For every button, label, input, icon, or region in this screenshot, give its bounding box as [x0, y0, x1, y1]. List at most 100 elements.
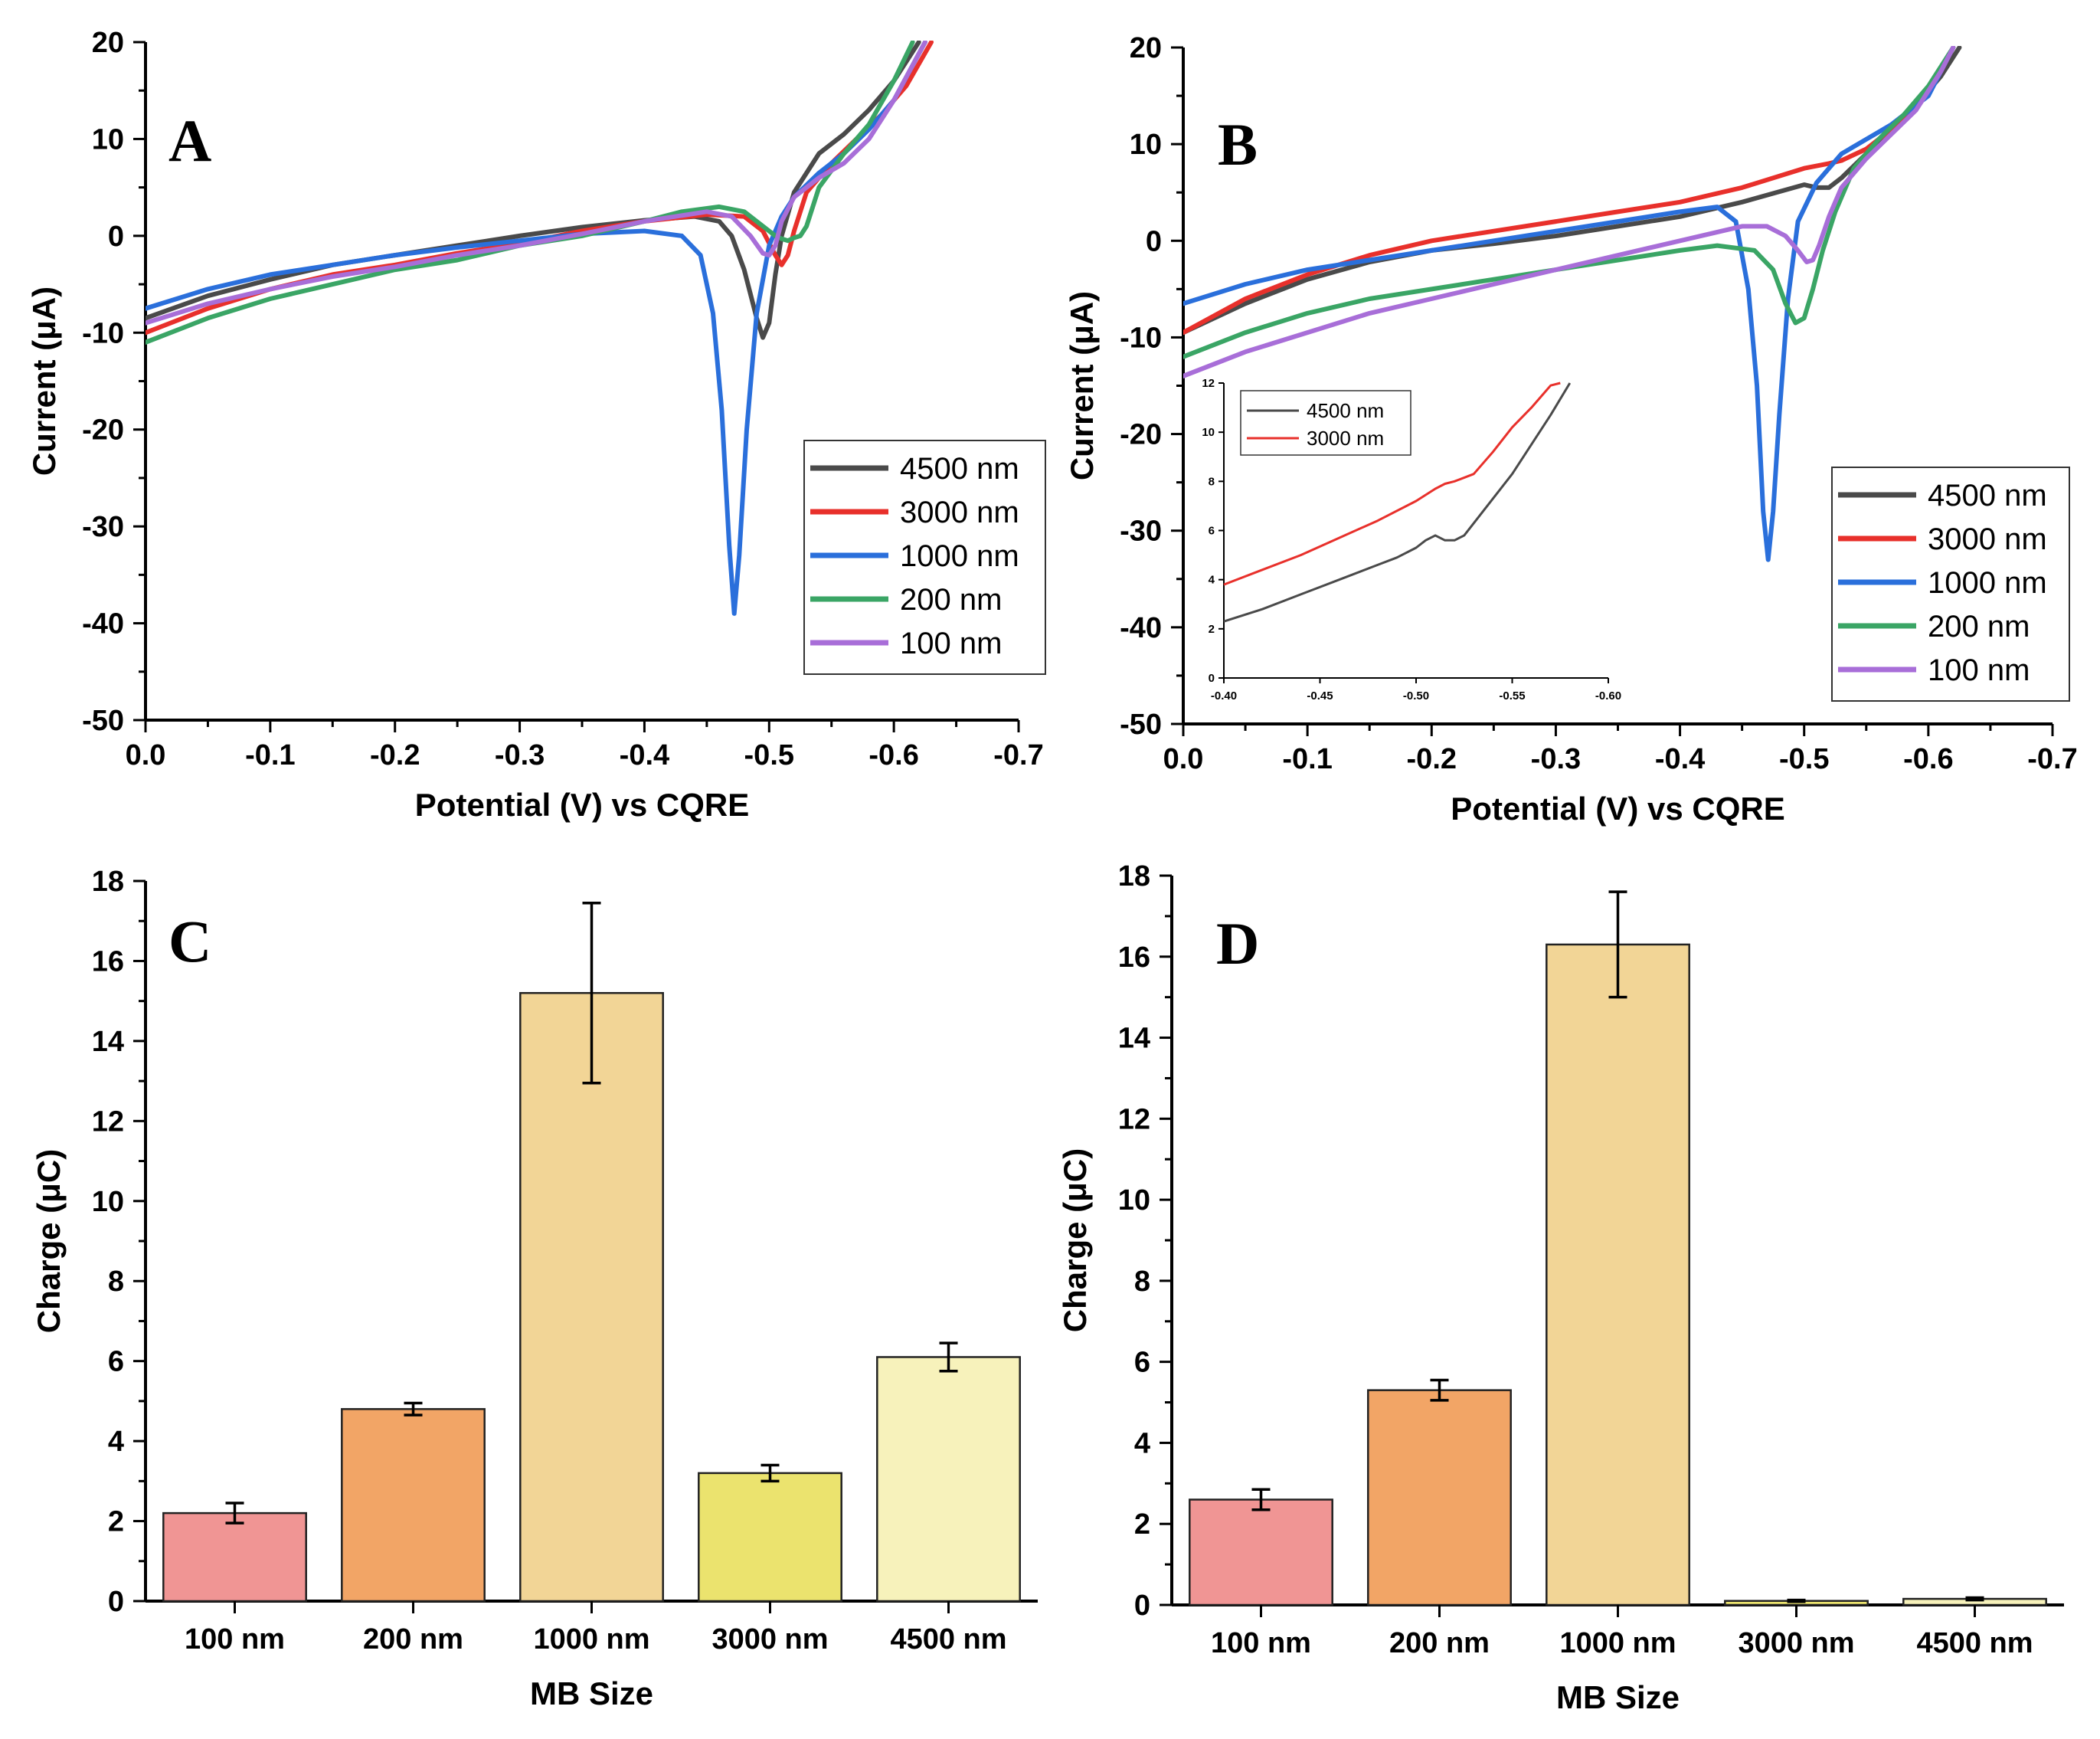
panel-a: 0.0 -0.1 -0.2 -0.3 -0.4 -0.5 -0.6 -0.7 20 10 0 -10 -… — [26, 27, 1046, 823]
bar-4500-nm — [876, 1356, 1021, 1603]
series-line-1000-nm — [146, 41, 927, 616]
y-tick-label: -50 — [1120, 709, 1162, 741]
legend-label: 100 nm — [1928, 653, 2030, 687]
x-tick-label: 4500 nm — [1916, 1627, 2033, 1659]
bar-3000-nm — [698, 1472, 842, 1603]
y-tick-label: 14 — [1118, 1023, 1150, 1055]
inset-legend-label: 3000 nm — [1307, 427, 1384, 450]
y-axis-title: Current (μA) — [1064, 291, 1100, 480]
x-tick-label: -0.5 — [744, 739, 794, 771]
x-tick-label: 0.0 — [126, 739, 166, 771]
y-tick-label: -40 — [1120, 612, 1162, 644]
x-axis-title: MB Size — [1556, 1679, 1680, 1715]
y-tick-label: -40 — [82, 608, 124, 640]
x-tick-label: 100 nm — [1211, 1627, 1311, 1659]
legend: 4500 nm 3000 nm 1000 nm 200 nm 100 nm — [803, 440, 1046, 675]
inset-y-tick-label: 10 — [1202, 426, 1215, 439]
y-axis-title: Charge (μC) — [31, 1149, 67, 1333]
x-tick-label: -0.2 — [1407, 743, 1457, 775]
x-tick-label: 0.0 — [1163, 743, 1204, 775]
legend-label: 3000 nm — [900, 496, 1019, 529]
bar-200-nm — [1367, 1389, 1512, 1606]
x-tick-label: -0.1 — [1282, 743, 1332, 775]
x-tick-label: 1000 nm — [533, 1623, 649, 1655]
inset-series-line-3000-nm — [1223, 382, 1561, 586]
y-tick-label: 18 — [1118, 860, 1150, 892]
panel-d: 0 2 4 6 8 10 12 14 16 18 100 nm 200 nm 1000 nm 3000 n… — [1057, 860, 2064, 1715]
inset-x-tick-label: -0.55 — [1499, 689, 1525, 702]
y-tick-label: 8 — [108, 1266, 124, 1298]
legend-label: 1000 nm — [1928, 566, 2047, 600]
y-tick-label: 8 — [1134, 1266, 1150, 1298]
x-tick-label: -0.6 — [1903, 743, 1953, 775]
panel-label: A — [168, 107, 211, 174]
y-tick-label: 4 — [108, 1426, 124, 1458]
panel-c: 0 2 4 6 8 10 12 14 16 18 100 nm 200 nm 1000 nm 3000 n… — [31, 866, 1038, 1711]
inset-x-tick-label: -0.40 — [1211, 689, 1237, 702]
inset-x-tick-label: -0.50 — [1403, 689, 1429, 702]
bar-200-nm — [341, 1408, 486, 1603]
legend-label: 4500 nm — [900, 452, 1019, 486]
inset-x-tick-label: -0.60 — [1595, 689, 1621, 702]
y-tick-label: 16 — [92, 945, 124, 978]
y-tick-label: -10 — [1120, 322, 1162, 354]
x-tick-label: 100 nm — [185, 1623, 285, 1655]
y-tick-label: 14 — [92, 1026, 124, 1058]
y-tick-label: 10 — [1118, 1184, 1150, 1217]
y-tick-label: -30 — [82, 511, 124, 543]
bar-1000-nm — [519, 991, 664, 1603]
series-group — [146, 41, 934, 616]
legend-label: 1000 nm — [900, 539, 1019, 573]
y-tick-label: 10 — [92, 123, 124, 156]
panel-label: B — [1218, 111, 1258, 178]
legend-label: 200 nm — [900, 583, 1002, 617]
legend-label: 3000 nm — [1928, 522, 2047, 556]
x-tick-label: -0.7 — [993, 739, 1043, 771]
y-tick-label: 2 — [1134, 1508, 1150, 1541]
y-axis-title: Charge (μC) — [1057, 1148, 1093, 1332]
inset-legend-label: 4500 nm — [1307, 399, 1384, 422]
series-line-100-nm — [1183, 46, 1956, 378]
panel-b: 0.0 -0.1 -0.2 -0.3 -0.4 -0.5 -0.6 -0.720100-10-… — [1064, 32, 2078, 827]
y-tick-label: 10 — [92, 1186, 124, 1218]
y-tick-label: 20 — [1130, 32, 1162, 64]
y-tick-label: -50 — [82, 705, 124, 737]
y-tick-label: 16 — [1118, 942, 1150, 974]
y-tick-label: 18 — [92, 866, 124, 898]
y-tick-label: 0 — [108, 221, 124, 253]
x-tick-label: 200 nm — [363, 1623, 463, 1655]
x-tick-label: -0.3 — [1531, 743, 1581, 775]
legend-label: 4500 nm — [1928, 479, 2047, 513]
panel-label: D — [1216, 910, 1259, 977]
series-line-200-nm — [1183, 46, 1956, 359]
y-tick-label: 0 — [1134, 1590, 1150, 1622]
x-tick-label: 3000 nm — [1738, 1627, 1854, 1659]
inset-y-tick-label: 8 — [1209, 475, 1215, 488]
x-tick-label: 200 nm — [1389, 1627, 1490, 1659]
x-tick-label: 3000 nm — [711, 1623, 828, 1655]
y-tick-label: 10 — [1130, 129, 1162, 161]
y-tick-label: -10 — [82, 317, 124, 349]
y-tick-label: 12 — [92, 1105, 124, 1138]
y-tick-label: 4 — [1134, 1427, 1150, 1459]
x-tick-label: -0.2 — [370, 739, 420, 771]
series-line-3000-nm — [1183, 46, 1956, 336]
y-tick-label: 0 — [108, 1586, 124, 1618]
bar-1000-nm — [1546, 943, 1690, 1606]
series-group — [1183, 46, 1962, 562]
y-tick-label: 6 — [108, 1346, 124, 1378]
y-tick-label: 2 — [108, 1506, 124, 1538]
x-tick-label: -0.6 — [868, 739, 918, 771]
y-tick-label: -20 — [82, 414, 124, 447]
x-tick-label: 4500 nm — [890, 1623, 1006, 1655]
inset-y-tick-label: 0 — [1209, 672, 1215, 685]
legend: 4500 nm 3000 nm 1000 nm 200 nm 100 nm — [1831, 467, 2070, 702]
inset-y-tick-label: 6 — [1209, 525, 1215, 538]
x-tick-label: -0.5 — [1779, 743, 1829, 775]
x-axis-title: Potential (V) vs CQRE — [415, 787, 749, 823]
inset-series-line-4500-nm — [1223, 382, 1572, 623]
legend-label: 100 nm — [900, 627, 1002, 660]
x-tick-label: -0.4 — [620, 739, 669, 771]
x-tick-label: -0.4 — [1655, 743, 1705, 775]
bar-100-nm — [1189, 1498, 1333, 1606]
